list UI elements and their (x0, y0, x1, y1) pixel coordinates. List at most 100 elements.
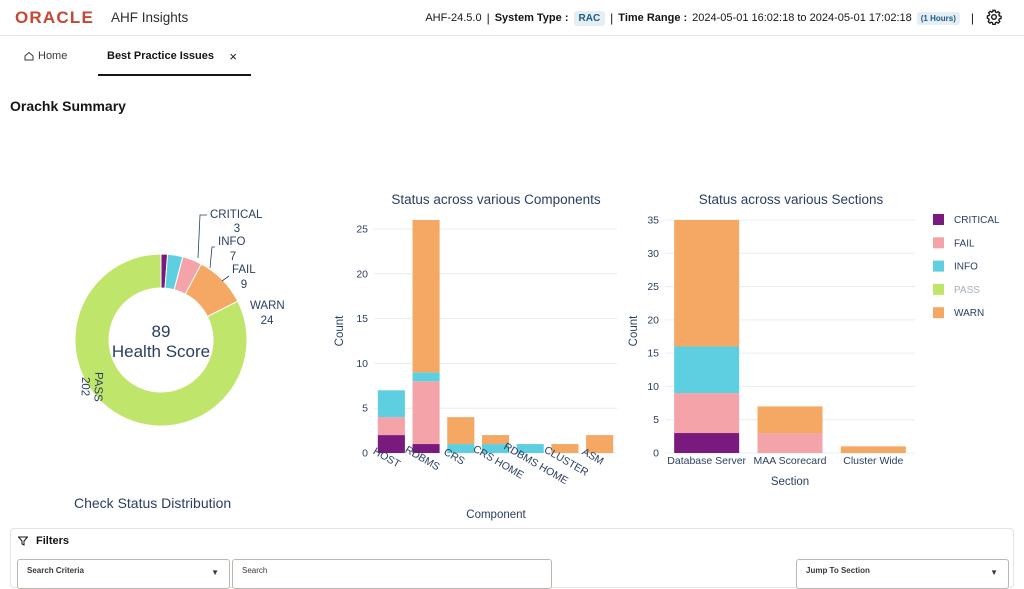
donut-value-pass: 202 (79, 377, 92, 397)
gear-icon[interactable] (986, 9, 1002, 25)
distribution-title: Check Status Distribution (74, 495, 232, 511)
donut-leader-info (209, 246, 215, 269)
filters-panel: Filters Search Criteria ▼ Search Jump To… (10, 528, 1014, 589)
legend-label-warn: WARN (954, 308, 984, 319)
header-context: AHF-24.5.0 | System Type : RAC | Time Ra… (425, 9, 974, 27)
bar2-bar-fail (674, 393, 740, 434)
bar1-bar-warn (412, 220, 440, 373)
health-score-value: 89 (152, 322, 171, 341)
time-range-badge: (1 Hours) (916, 11, 960, 25)
system-type-badge: RAC (573, 10, 606, 26)
bar1-y-tick: 15 (356, 313, 368, 325)
bar2-x-tick: Cluster Wide (843, 455, 903, 467)
bar1-y-tick: 25 (356, 223, 368, 235)
bar1-bar-warn (586, 435, 614, 453)
legend-swatch-warn (933, 307, 944, 319)
chart-legend: CRITICAL FAIL INFO PASS WARN (933, 214, 1000, 319)
app-header: ORACLE AHF Insights AHF-24.5.0 | System … (0, 0, 1024, 36)
donut-label-critical: CRITICAL (210, 209, 263, 221)
bar2-bar-fail (757, 433, 823, 453)
time-range-value: 2024-05-01 16:02:18 to 2024-05-01 17:02:… (692, 12, 912, 24)
home-icon (24, 51, 34, 61)
filters-header[interactable]: Filters (18, 535, 69, 547)
donut-label-info: INFO (218, 236, 246, 248)
bar1-y-tick: 5 (362, 403, 368, 415)
sections-x-axis-label: Section (771, 476, 809, 488)
donut-value-info: 7 (230, 251, 236, 263)
bar2-bar-warn (840, 446, 906, 453)
time-range-label: Time Range : (618, 12, 688, 24)
donut-leader-fail (221, 275, 230, 282)
search-criteria-select[interactable]: Search Criteria ▼ (17, 559, 230, 589)
bar2-y-tick: 35 (647, 215, 659, 227)
donut-slice-pass (74, 253, 248, 427)
components-y-axis-label: Count (334, 315, 346, 346)
tab-home-label: Home (38, 50, 68, 62)
bar2-x-tick: MAA Scorecard (754, 455, 827, 467)
bar1-bar-info (481, 444, 510, 453)
legend-swatch-critical (933, 214, 944, 225)
system-type-label: System Type : (494, 12, 569, 24)
chevron-down-icon: ▼ (990, 568, 998, 577)
donut-leader-critical (197, 214, 207, 259)
donut-value-critical: 3 (234, 223, 240, 235)
bar1-bar-warn (447, 417, 475, 445)
legend-label-critical: CRITICAL (954, 215, 1000, 226)
bar2-y-tick: 15 (647, 348, 659, 360)
bar1-bar-warn (551, 444, 579, 453)
bar2-x-tick: Database Server (667, 455, 746, 467)
app-title: AHF Insights (111, 10, 189, 25)
sections-chart-title: Status across various Sections (699, 192, 884, 207)
header-separator: | (610, 11, 614, 25)
bar1-bar-fail (377, 417, 405, 436)
components-x-axis-label: Component (466, 509, 526, 521)
components-bar-chart: Status across various Components 0 5 10 15 2… (334, 192, 617, 521)
health-score-label: Health Score (112, 342, 210, 361)
legend-label-info: INFO (954, 262, 978, 273)
bar1-y-tick: 10 (356, 358, 368, 370)
tab-best-practice-issues[interactable]: Best Practice Issues × (98, 49, 251, 76)
bar1-y-tick: 0 (362, 448, 368, 460)
jump-to-section-select[interactable]: Jump To Section ▼ (796, 559, 1009, 589)
header-separator: | (970, 11, 974, 25)
search-criteria-label: Search Criteria (27, 566, 84, 575)
legend-label-pass: PASS (954, 285, 980, 296)
bar2-y-tick: 10 (647, 381, 659, 393)
sections-bar-chart: Status across various Sections 0 5 10 15 20 2… (628, 192, 915, 488)
tab-home[interactable]: Home (24, 50, 67, 76)
search-input[interactable]: Search (232, 559, 552, 589)
tab-bar: Home Best Practice Issues × (0, 36, 1024, 78)
bar2-bar-critical (674, 433, 740, 453)
donut-label-warn: WARN (250, 300, 285, 312)
page-title: Orachk Summary (10, 98, 126, 114)
bar1-bar-critical (412, 444, 440, 453)
bar1-bar-info (516, 444, 544, 453)
donut-value-warn: 24 (261, 315, 274, 327)
filters-title: Filters (36, 535, 70, 547)
bar1-bar-fail (412, 381, 440, 445)
legend-label-fail: FAIL (954, 238, 975, 249)
bar2-bar-warn (757, 406, 823, 434)
bar2-y-tick: 30 (647, 248, 659, 260)
close-icon[interactable]: × (229, 49, 237, 64)
jump-to-section-label: Jump To Section (806, 566, 870, 575)
components-chart-title: Status across various Components (391, 192, 601, 207)
bar1-bar-info (377, 390, 405, 418)
bar2-bar-info (674, 346, 740, 394)
donut-label-fail: FAIL (232, 264, 256, 276)
search-label: Search (242, 566, 268, 575)
bar1-bar-info (447, 444, 475, 453)
oracle-logo[interactable]: ORACLE (15, 8, 94, 27)
legend-swatch-fail (933, 237, 944, 249)
bar2-y-tick: 25 (647, 281, 659, 293)
bar1-bar-warn (481, 435, 510, 445)
bar2-y-tick: 5 (653, 414, 659, 426)
sections-y-axis-label: Count (628, 315, 640, 346)
legend-swatch-info (933, 260, 944, 272)
bar1-bar-info (412, 372, 440, 382)
bar1-bar-critical (377, 435, 405, 453)
legend-swatch-pass (933, 283, 944, 295)
